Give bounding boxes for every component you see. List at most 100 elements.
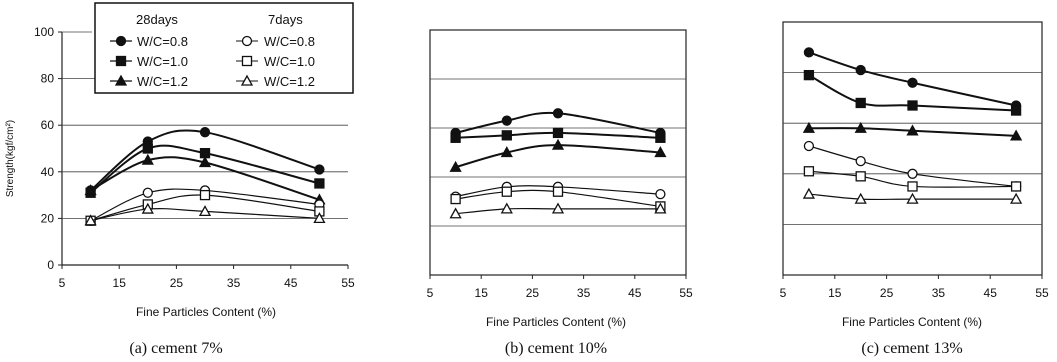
data-point bbox=[803, 47, 815, 58]
plot-frame bbox=[429, 29, 687, 276]
data-point bbox=[855, 64, 866, 76]
data-point bbox=[907, 168, 918, 179]
data-point bbox=[654, 146, 667, 158]
data-point bbox=[501, 115, 512, 126]
data-point bbox=[802, 121, 816, 133]
x-tick-label: 55 bbox=[1035, 286, 1049, 300]
data-point bbox=[552, 127, 564, 139]
series-line bbox=[90, 208, 320, 222]
series-line bbox=[455, 207, 661, 215]
series-line bbox=[808, 170, 1017, 188]
series-line bbox=[455, 131, 661, 139]
data-point bbox=[500, 146, 513, 158]
data-point bbox=[500, 202, 513, 214]
data-point bbox=[855, 97, 866, 109]
x-tick-label: 45 bbox=[284, 276, 298, 290]
data-point bbox=[449, 160, 462, 172]
data-point bbox=[1009, 129, 1023, 141]
data-point bbox=[854, 121, 867, 133]
y-tick-label: 40 bbox=[41, 165, 55, 179]
data-point bbox=[450, 193, 461, 205]
legend-group-title: 28days bbox=[136, 12, 178, 27]
legend-marker bbox=[241, 35, 253, 47]
data-point bbox=[855, 155, 866, 167]
data-point bbox=[802, 187, 816, 199]
legend-marker bbox=[240, 74, 254, 86]
data-point bbox=[854, 192, 867, 204]
figure-caption: (c) cement 13% bbox=[861, 340, 962, 357]
y-tick-label: 60 bbox=[41, 118, 55, 132]
x-tick-label: 45 bbox=[984, 286, 998, 300]
y-axis-title: Strength(kgf/cm²) bbox=[5, 120, 16, 197]
legend-marker bbox=[241, 55, 253, 67]
data-point bbox=[552, 186, 564, 197]
data-point bbox=[313, 212, 326, 224]
series-line bbox=[90, 188, 320, 222]
legend-marker bbox=[114, 74, 128, 86]
x-tick-label: 45 bbox=[628, 286, 642, 300]
x-tick-label: 35 bbox=[227, 276, 241, 290]
series-line bbox=[455, 189, 661, 207]
series-line bbox=[808, 145, 1017, 188]
x-tick-label: 5 bbox=[59, 276, 66, 290]
data-point bbox=[1009, 192, 1023, 204]
data-point bbox=[314, 178, 325, 189]
data-point bbox=[655, 132, 666, 143]
series-line bbox=[90, 156, 320, 201]
y-tick-label: 0 bbox=[47, 258, 54, 272]
data-point bbox=[906, 124, 919, 136]
series-line bbox=[808, 193, 1017, 201]
x-tick-label: 15 bbox=[828, 286, 842, 300]
chart-panel-b: 5 15 25 35 45 55 Fine Particles Content (%) (b)… bbox=[427, 29, 693, 357]
legend-marker bbox=[115, 35, 127, 47]
data-point bbox=[552, 108, 564, 119]
x-tick-label: 25 bbox=[170, 276, 184, 290]
legend-label: W/C=0.8 bbox=[264, 34, 315, 49]
x-tick-label: 5 bbox=[780, 286, 787, 300]
data-point bbox=[906, 192, 919, 204]
data-point bbox=[198, 205, 212, 217]
series-line bbox=[89, 144, 320, 194]
data-point bbox=[84, 184, 97, 196]
data-point bbox=[655, 188, 666, 200]
series-line bbox=[808, 74, 1017, 112]
legend-label: W/C=1.0 bbox=[264, 54, 315, 69]
x-tick-label: 25 bbox=[880, 286, 894, 300]
data-point bbox=[501, 130, 512, 141]
data-point bbox=[141, 202, 154, 214]
data-point bbox=[501, 186, 512, 197]
data-point bbox=[803, 69, 815, 81]
plot-frame bbox=[782, 21, 1043, 276]
data-point bbox=[803, 140, 815, 152]
series-line bbox=[89, 129, 320, 192]
x-tick-label: 55 bbox=[679, 286, 693, 300]
data-point bbox=[450, 132, 461, 143]
data-point bbox=[142, 187, 153, 198]
data-point bbox=[314, 164, 325, 175]
chart-panel-c: 5 15 25 35 45 55 Fine Particles Content (%) (c)… bbox=[780, 21, 1049, 357]
x-axis-title: Fine Particles Content (%) bbox=[486, 315, 626, 329]
data-point bbox=[449, 207, 462, 219]
y-tick-label: 100 bbox=[34, 25, 54, 39]
x-axis-title: Fine Particles Content (%) bbox=[136, 305, 276, 319]
legend-label: W/C=1.0 bbox=[137, 54, 188, 69]
legend-label: W/C=1.2 bbox=[264, 74, 315, 89]
legend-label: W/C=1.2 bbox=[137, 74, 188, 89]
legend-label: W/C=0.8 bbox=[137, 34, 188, 49]
figure-caption: (b) cement 10% bbox=[505, 340, 607, 357]
data-point bbox=[84, 214, 97, 226]
legend: 28days 7days W/C=0.8 W/C=0.8 W/C=1.0 W/C=1.0 W… bbox=[94, 2, 354, 94]
series-line bbox=[455, 144, 661, 169]
data-point bbox=[1010, 181, 1022, 192]
y-tick-label: 20 bbox=[41, 211, 55, 225]
series-line bbox=[808, 127, 1017, 137]
data-point bbox=[907, 100, 918, 111]
x-tick-label: 5 bbox=[427, 286, 434, 300]
data-point bbox=[551, 138, 565, 150]
figure-caption: (a) cement 7% bbox=[129, 340, 222, 357]
data-point bbox=[198, 156, 212, 168]
series-line bbox=[90, 194, 320, 222]
x-tick-label: 35 bbox=[577, 286, 591, 300]
legend-marker bbox=[115, 55, 127, 67]
